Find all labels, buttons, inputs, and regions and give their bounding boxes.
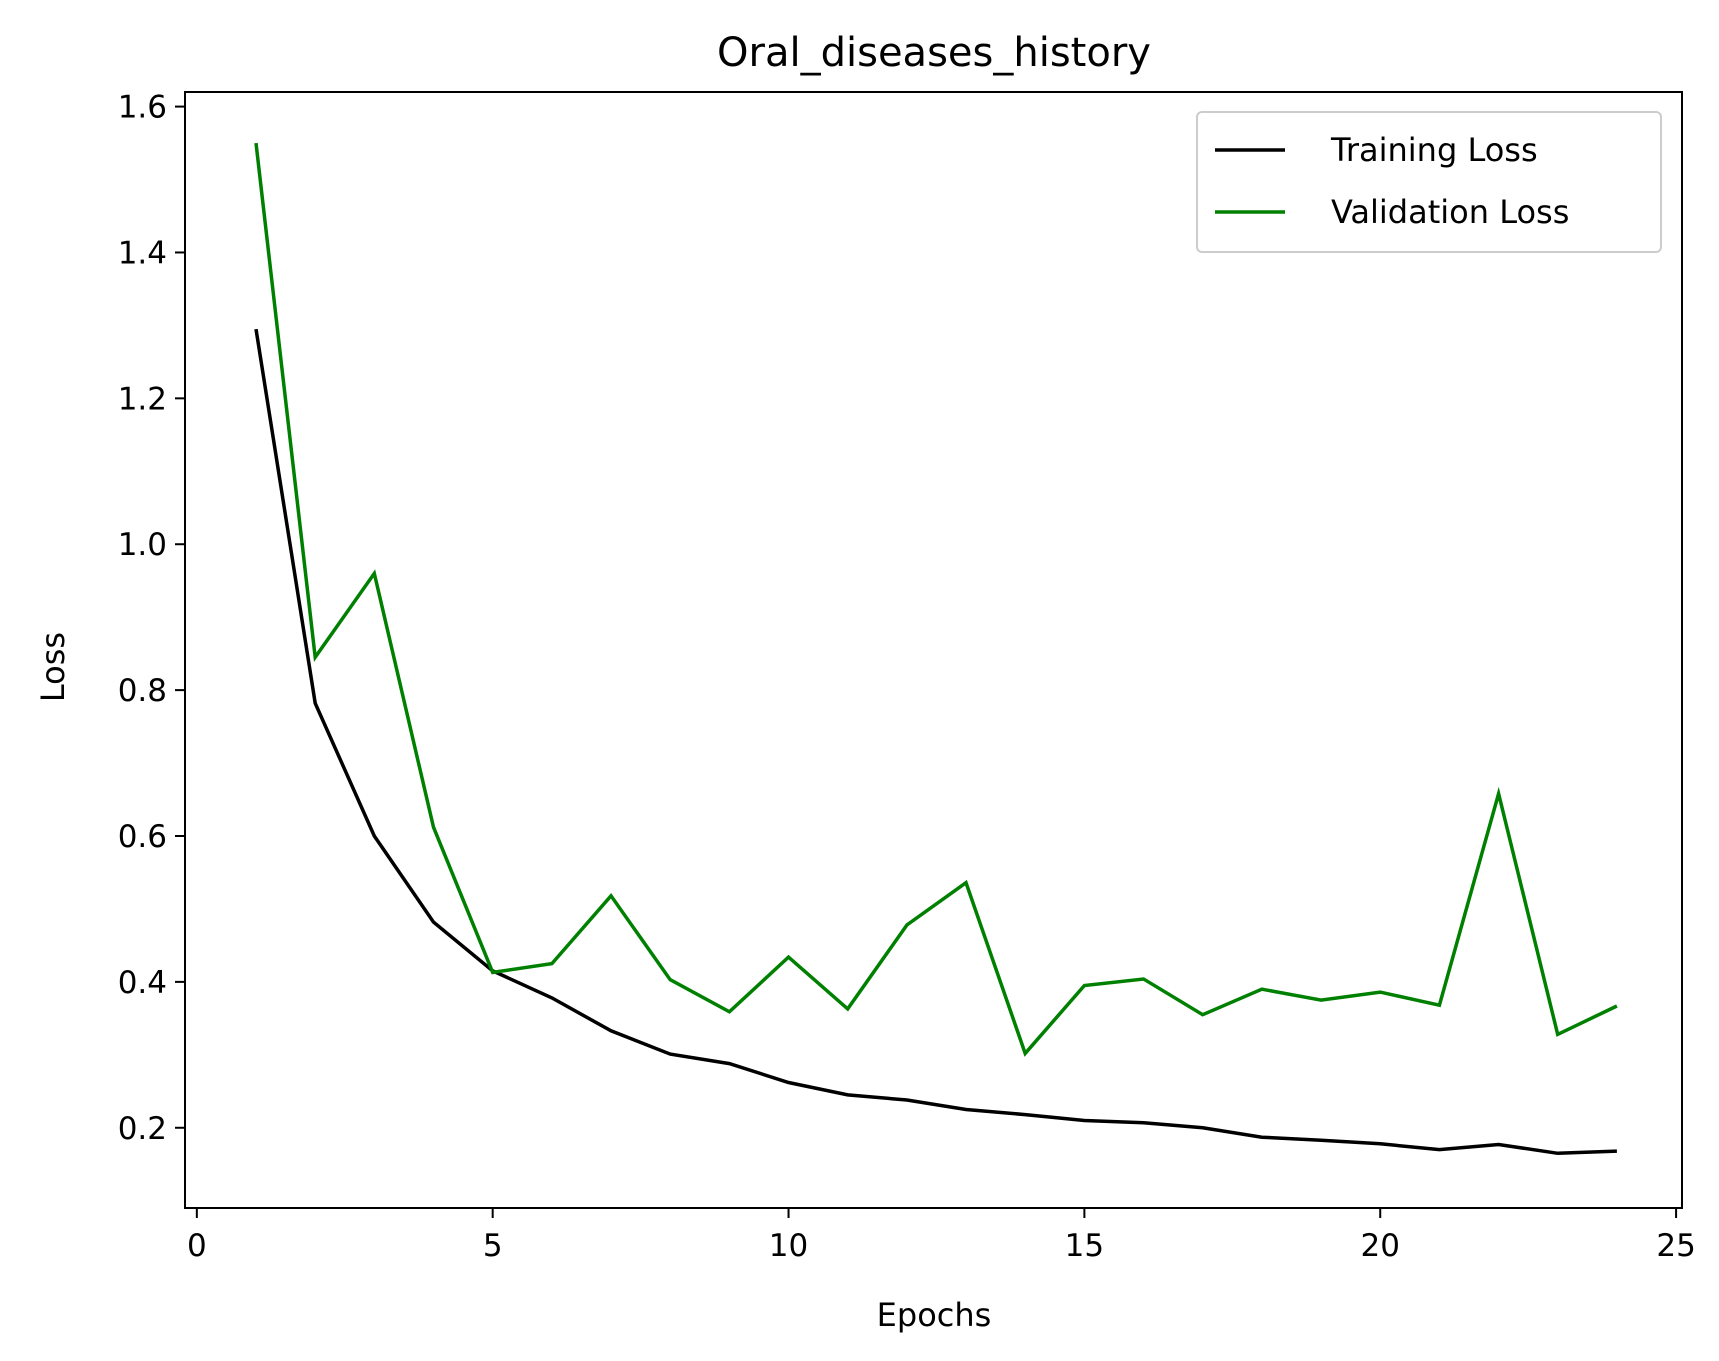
x-tick-label: 25 xyxy=(1656,1228,1695,1264)
x-tick-label: 20 xyxy=(1361,1228,1400,1264)
y-axis-label: Loss xyxy=(34,632,72,702)
legend-label-validation-loss: Validation Loss xyxy=(1331,193,1569,231)
x-axis-label: Epochs xyxy=(877,1296,992,1334)
validation-loss-line xyxy=(254,142,1618,1057)
x-axis-ticks: 0 5 10 15 20 25 xyxy=(187,1208,1696,1264)
y-tick-label: 0.4 xyxy=(118,965,167,1001)
chart-title: Oral_diseases_history xyxy=(717,30,1151,76)
y-tick-label: 0.2 xyxy=(118,1111,167,1147)
x-tick-label: 5 xyxy=(483,1228,503,1264)
series-lines xyxy=(254,142,1618,1156)
y-tick-label: 1.0 xyxy=(118,527,167,563)
y-tick-label: 0.8 xyxy=(118,673,167,709)
y-tick-label: 1.2 xyxy=(118,381,167,417)
x-tick-label: 0 xyxy=(187,1228,207,1264)
plot-area: 0 5 10 15 20 25 0.2 0.4 0.6 0.8 1.0 1.2 1.4 1.6 xyxy=(118,90,1696,1264)
x-tick-label: 10 xyxy=(769,1228,808,1264)
plot-frame xyxy=(184,91,1683,1209)
legend-box xyxy=(1196,111,1662,253)
y-axis-ticks: 0.2 0.4 0.6 0.8 1.0 1.2 1.4 1.6 xyxy=(118,90,185,1147)
y-tick-label: 1.4 xyxy=(118,235,167,271)
x-tick-label: 15 xyxy=(1065,1228,1104,1264)
legend: Training Loss Validation Loss xyxy=(1196,111,1662,253)
training-loss-line xyxy=(254,328,1617,1156)
y-tick-label: 0.6 xyxy=(118,819,167,855)
legend-label-training-loss: Training Loss xyxy=(1330,131,1538,169)
y-tick-label: 1.6 xyxy=(118,90,167,126)
